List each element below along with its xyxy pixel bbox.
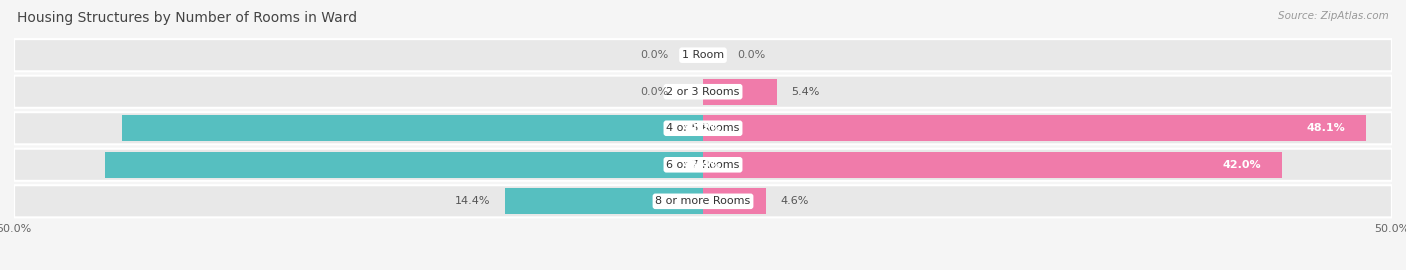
Text: 0.0%: 0.0% [640,87,669,97]
Bar [703,152,1282,178]
Bar [505,188,703,214]
Bar [105,152,703,178]
FancyBboxPatch shape [14,149,1392,181]
Text: 48.1%: 48.1% [1306,123,1346,133]
Legend: Owner-occupied, Renter-occupied: Owner-occupied, Renter-occupied [586,267,820,270]
Text: 42.0%: 42.0% [1222,160,1261,170]
FancyBboxPatch shape [14,185,1392,217]
Bar [703,188,766,214]
Bar [703,79,778,105]
Text: 1 Room: 1 Room [682,50,724,60]
FancyBboxPatch shape [14,76,1392,108]
Text: 43.4%: 43.4% [682,160,721,170]
Text: 2 or 3 Rooms: 2 or 3 Rooms [666,87,740,97]
FancyBboxPatch shape [14,39,1392,71]
FancyBboxPatch shape [14,112,1392,144]
Text: 5.4%: 5.4% [792,87,820,97]
Text: 42.2%: 42.2% [682,123,721,133]
Text: 4 or 5 Rooms: 4 or 5 Rooms [666,123,740,133]
Text: 0.0%: 0.0% [738,50,766,60]
Bar [703,115,1365,141]
Text: 4.6%: 4.6% [780,196,808,206]
Text: 0.0%: 0.0% [640,50,669,60]
Text: 8 or more Rooms: 8 or more Rooms [655,196,751,206]
Bar [121,115,703,141]
Text: 6 or 7 Rooms: 6 or 7 Rooms [666,160,740,170]
Text: Source: ZipAtlas.com: Source: ZipAtlas.com [1278,11,1389,21]
Text: Housing Structures by Number of Rooms in Ward: Housing Structures by Number of Rooms in… [17,11,357,25]
Text: 14.4%: 14.4% [456,196,491,206]
